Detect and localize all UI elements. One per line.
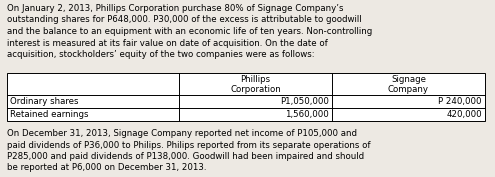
Text: P285,000 and paid dividends of P138,000. Goodwill had been impaired and should: P285,000 and paid dividends of P138,000.… bbox=[7, 152, 364, 161]
Text: interest is measured at its fair value on date of acquisition. On the date of: interest is measured at its fair value o… bbox=[7, 39, 328, 47]
Text: P 240,000: P 240,000 bbox=[439, 97, 482, 106]
Text: On January 2, 2013, Phillips Corporation purchase 80% of Signage Company’s: On January 2, 2013, Phillips Corporation… bbox=[7, 4, 344, 13]
Text: Corporation: Corporation bbox=[230, 85, 281, 94]
Text: Ordinary shares: Ordinary shares bbox=[10, 97, 79, 106]
Text: be reported at P6,000 on December 31, 2013.: be reported at P6,000 on December 31, 20… bbox=[7, 164, 206, 173]
Text: and the balance to an equipment with an economic life of ten years. Non-controll: and the balance to an equipment with an … bbox=[7, 27, 372, 36]
Text: P1,050,000: P1,050,000 bbox=[280, 97, 329, 106]
Text: acquisition, stockholders’ equity of the two companies were as follows:: acquisition, stockholders’ equity of the… bbox=[7, 50, 315, 59]
Bar bbox=[7, 73, 485, 121]
Text: Phillips: Phillips bbox=[241, 75, 271, 84]
Text: 420,000: 420,000 bbox=[446, 110, 482, 119]
Text: Signage: Signage bbox=[391, 75, 426, 84]
Text: Retained earnings: Retained earnings bbox=[10, 110, 89, 119]
Text: outstanding shares for P648,000. P30,000 of the excess is attributable to goodwi: outstanding shares for P648,000. P30,000… bbox=[7, 16, 362, 24]
Text: paid dividends of P36,000 to Philips. Philips reported from its separate operati: paid dividends of P36,000 to Philips. Ph… bbox=[7, 141, 370, 150]
Text: Company: Company bbox=[388, 85, 429, 94]
Text: 1,560,000: 1,560,000 bbox=[285, 110, 329, 119]
Text: On December 31, 2013, Signage Company reported net income of P105,000 and: On December 31, 2013, Signage Company re… bbox=[7, 129, 357, 138]
